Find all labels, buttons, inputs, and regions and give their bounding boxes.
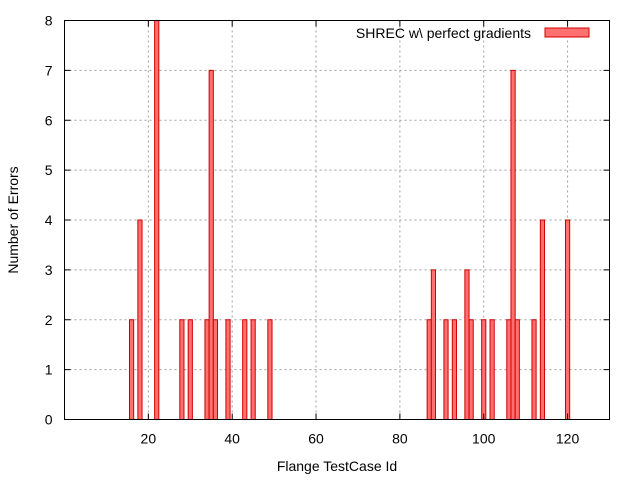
bar — [514, 319, 520, 420]
bar — [468, 319, 474, 420]
y-tick-label: 4 — [45, 212, 53, 228]
bar — [451, 319, 457, 420]
bar — [128, 319, 135, 420]
axis-ticks: 0 1 2 3 4 5 6 7 8 20 40 60 80 100 120 — [45, 13, 610, 447]
y-tick-label: 7 — [45, 62, 53, 78]
bar — [539, 219, 546, 420]
y-tick-label: 2 — [45, 312, 53, 328]
bar — [154, 20, 160, 420]
y-axis-label: Number of Errors — [5, 166, 21, 273]
bar — [225, 319, 231, 420]
bar — [426, 319, 432, 420]
x-tick-label: 60 — [308, 431, 324, 447]
y-tick-label: 0 — [45, 412, 53, 428]
x-tick-label: 100 — [472, 431, 496, 447]
y-tick-label: 3 — [45, 262, 53, 278]
x-tick-label: 120 — [556, 431, 580, 447]
bar — [250, 319, 256, 420]
bar — [506, 319, 512, 420]
bar — [489, 319, 495, 420]
legend-label: SHREC w\ perfect gradients — [356, 25, 531, 41]
bar — [430, 269, 437, 420]
bar — [481, 319, 487, 420]
bar — [212, 319, 219, 420]
y-tick-label: 5 — [45, 162, 53, 178]
bar — [137, 219, 143, 420]
bar — [208, 69, 214, 420]
bar — [464, 269, 470, 420]
x-tick-label: 80 — [392, 431, 408, 447]
bar — [443, 319, 449, 420]
y-tick-label: 1 — [45, 362, 53, 378]
bar — [564, 219, 571, 420]
x-tick-label: 20 — [141, 431, 157, 447]
legend: SHREC w\ perfect gradients — [356, 25, 590, 41]
bar — [204, 319, 210, 420]
bar — [510, 69, 516, 420]
x-tick-label: 40 — [224, 431, 240, 447]
bar — [267, 319, 273, 420]
bar — [187, 319, 193, 420]
bar — [531, 319, 537, 420]
y-tick-label: 6 — [45, 112, 53, 128]
legend-swatch — [544, 27, 590, 38]
bar — [179, 319, 185, 420]
bar — [242, 319, 248, 420]
x-axis-label: Flange TestCase Id — [277, 458, 397, 474]
y-tick-label: 8 — [45, 13, 53, 29]
